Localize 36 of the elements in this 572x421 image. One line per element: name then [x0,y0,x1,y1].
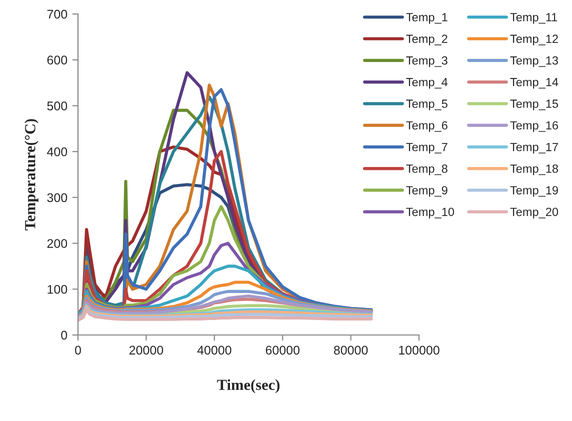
legend-label: Temp_4 [406,78,448,89]
x-tick-label: 60000 [266,346,300,355]
y-tick-label: 300 [47,193,68,202]
legend-label: Temp_12 [510,34,558,46]
y-tick-label: 200 [47,239,68,248]
y-tick-label: 400 [47,147,68,156]
legend-label: Temp_2 [406,34,448,46]
legend-label: Temp_18 [510,164,558,176]
legend-label: Temp_14 [510,78,558,89]
y-tick-label: 600 [47,56,68,65]
x-axis-title: Time(sec) [217,379,280,394]
legend-label: Temp_3 [406,56,448,67]
legend-label: Temp_10 [406,208,454,218]
legend-label: Temp_16 [510,121,558,132]
legend-label: Temp_13 [510,56,558,67]
x-tick-label: 100000 [399,346,440,355]
x-tick-label: 40000 [197,346,232,355]
legend-label: Temp_19 [510,186,558,197]
legend-label: Temp_17 [510,142,558,154]
y-tick-label: 700 [47,10,68,19]
y-axis-title: Temperature(°C) [24,119,38,230]
legend-label: Temp_15 [510,100,558,110]
y-tick-label: 0 [61,330,68,340]
legend-label: Temp_6 [406,121,448,132]
x-tick-label: 20000 [129,346,164,355]
legend-label: Temp_7 [406,142,448,154]
legend-label: Temp_5 [406,100,448,110]
x-tick-label: 0 [75,346,81,355]
x-tick-label: 80000 [334,346,368,355]
legend-label: Temp_8 [406,164,448,176]
y-tick-label: 100 [48,284,68,294]
legend-label: Temp_1 [406,13,448,24]
legend-label: Temp_20 [510,208,558,218]
legend-label: Temp_11 [510,13,558,24]
legend-label: Temp_9 [406,186,448,197]
y-tick-label: 500 [47,102,68,110]
